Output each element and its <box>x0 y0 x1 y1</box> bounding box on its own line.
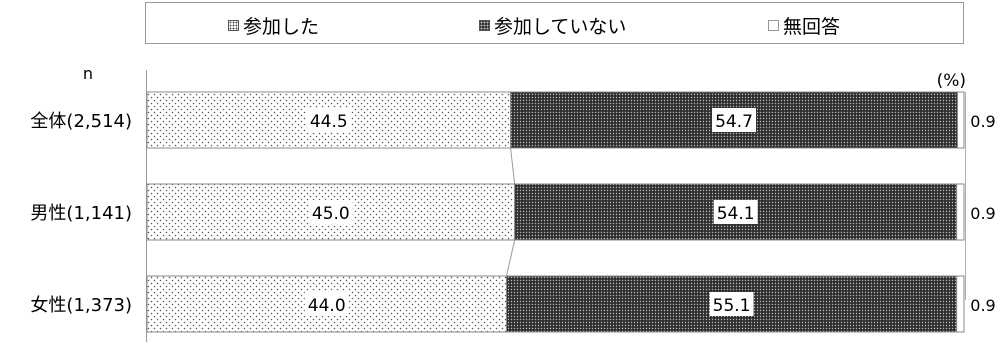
n-label: n <box>83 64 93 83</box>
value-label-bg-not-joined-0 <box>712 108 757 132</box>
connector-line-0 <box>510 147 516 185</box>
legend: 参加した 参加していない 無回答 <box>145 2 964 44</box>
legend-label-no-answer: 無回答 <box>783 16 841 38</box>
value-label-bg-joined-0 <box>306 108 351 132</box>
bar-no-answer-0 <box>956 91 965 149</box>
legend-item-not-joined: 参加していない <box>479 12 626 39</box>
category-label-1: 男性(1,141) <box>30 203 132 224</box>
value-label-no-answer-2: 0.9 <box>970 296 995 315</box>
value-label-not-joined-0: 54.7 <box>715 112 753 132</box>
value-label-bg-not-joined-2 <box>709 292 754 316</box>
legend-label-joined: 参加した <box>243 16 320 38</box>
legend-item-no-answer: 無回答 <box>768 12 840 39</box>
value-label-bg-joined-1 <box>308 200 353 224</box>
value-label-not-joined-2: 55.1 <box>713 296 751 316</box>
legend-swatch-not-joined <box>479 20 490 31</box>
category-label-2: 女性(1,373) <box>30 295 132 316</box>
legend-label-not-joined: 参加していない <box>494 16 627 38</box>
bar-no-answer-1 <box>956 183 965 241</box>
connector-line-1 <box>505 239 516 277</box>
unit-label: (%) <box>937 71 966 91</box>
value-label-not-joined-1: 54.1 <box>717 204 755 224</box>
bar-no-answer-2 <box>956 275 965 333</box>
value-label-bg-joined-2 <box>304 292 349 316</box>
value-label-joined-2: 44.0 <box>308 296 346 316</box>
value-label-joined-1: 45.0 <box>312 204 350 224</box>
value-label-no-answer-0: 0.9 <box>970 112 995 131</box>
bars-group <box>146 91 965 333</box>
legend-swatch-joined <box>228 20 239 31</box>
value-label-bg-not-joined-1 <box>713 200 758 224</box>
category-label-0: 全体(2,514) <box>30 111 132 132</box>
legend-swatch-no-answer <box>768 20 779 31</box>
value-label-joined-0: 44.5 <box>310 112 348 132</box>
value-label-no-answer-1: 0.9 <box>970 204 995 223</box>
legend-item-joined: 参加した <box>228 12 319 39</box>
